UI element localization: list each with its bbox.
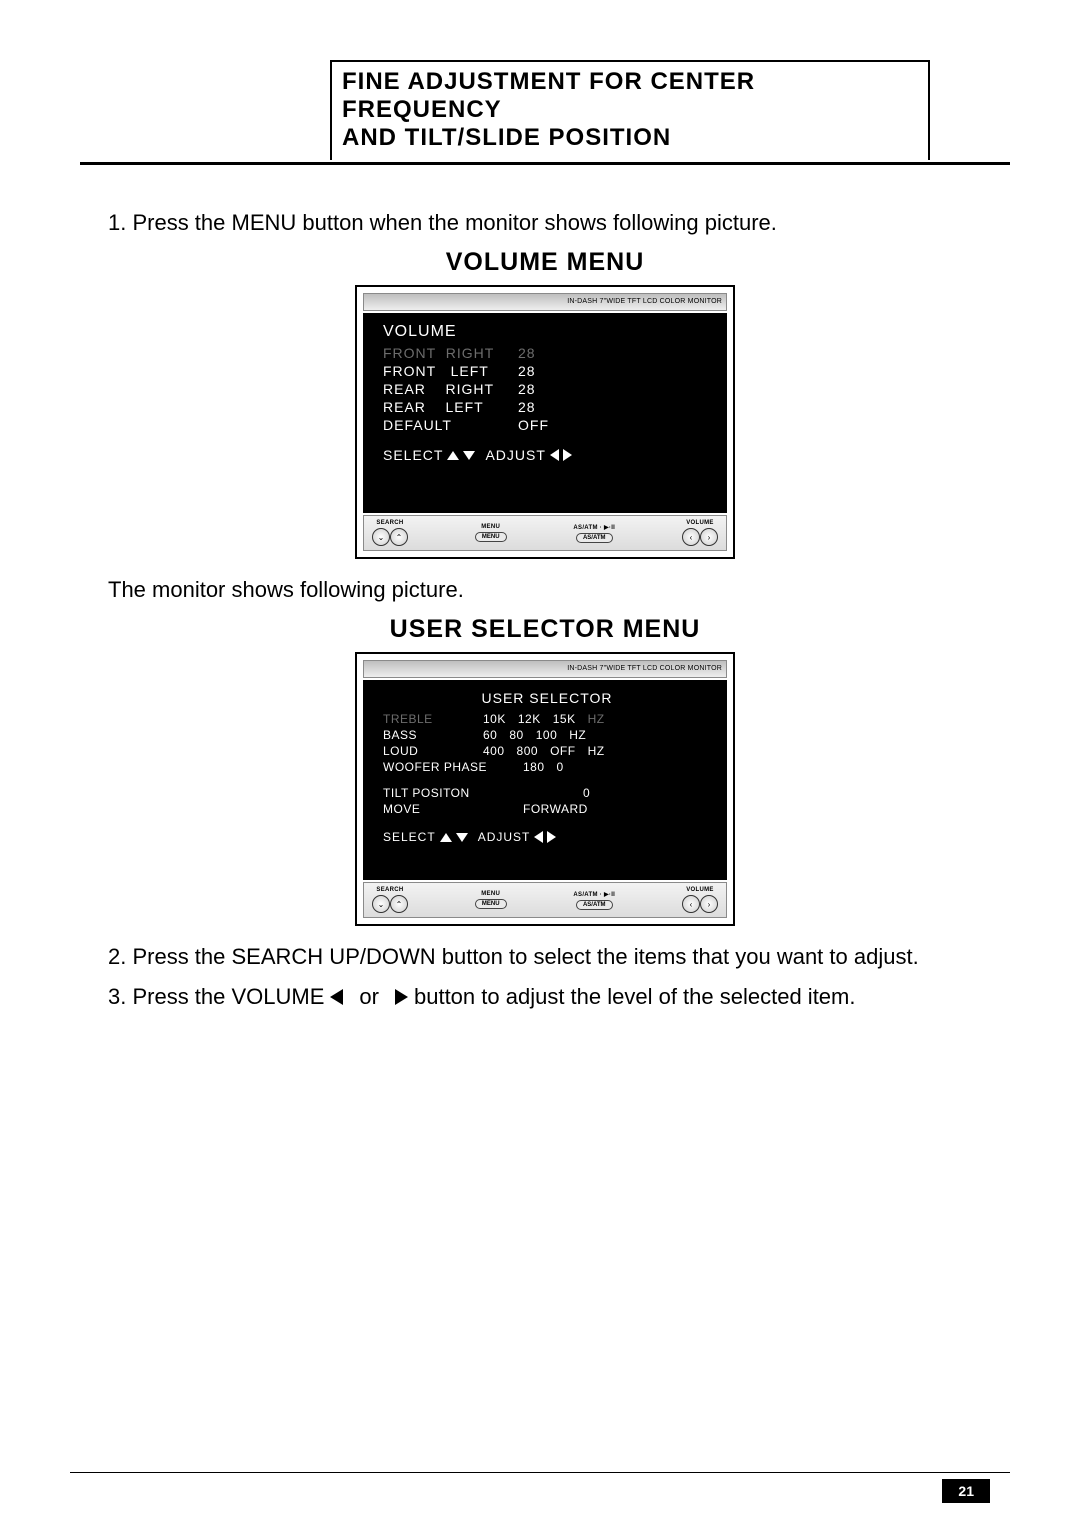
step-3: 3. Press the VOLUME or button to adjust …	[108, 984, 1010, 1010]
volume-row: FRONT RIGHT28	[383, 345, 711, 361]
screen-footer: SELECT ADJUST	[383, 447, 711, 463]
control-search: SEARCH ⌄⌃	[372, 887, 408, 913]
step-2: 2. Press the SEARCH UP/DOWN button to se…	[108, 944, 1010, 970]
control-menu: MENU MENU	[475, 524, 507, 542]
control-volume: VOLUME ‹›	[682, 520, 718, 546]
user-header: USER SELECTOR	[383, 690, 711, 706]
triangle-left-icon	[550, 449, 559, 461]
triangle-right-icon	[563, 449, 572, 461]
triangle-down-icon	[463, 451, 475, 460]
monitor-label: IN-DASH 7"WIDE TFT LCD COLOR MONITOR	[567, 665, 722, 672]
user-row: WOOFER PHASE 180 0	[383, 760, 711, 774]
volume-row: REAR LEFT28	[383, 399, 711, 415]
volume-menu-title: VOLUME MENU	[80, 248, 1010, 277]
triangle-left-icon	[330, 989, 343, 1005]
knob-icon: ⌄	[372, 528, 390, 546]
control-strip: SEARCH ⌄⌃ MENU MENU AS/ATM · ▶·II AS/ATM…	[363, 882, 727, 918]
user-monitor: IN-DASH 7"WIDE TFT LCD COLOR MONITOR USE…	[355, 652, 735, 926]
user-row2: TILT POSITON 0	[383, 786, 711, 800]
title-section: FINE ADJUSTMENT FOR CENTER FREQUENCY AND…	[80, 60, 1010, 165]
knob-icon: ⌄	[372, 895, 390, 913]
volume-header: VOLUME	[383, 323, 711, 341]
knob-icon: ‹	[682, 528, 700, 546]
user-row2: MOVE FORWARD	[383, 802, 711, 816]
page-number: 21	[942, 1479, 990, 1503]
title-line-2: AND TILT/SLIDE POSITION	[342, 124, 918, 152]
knob-icon: ›	[700, 528, 718, 546]
user-menu-title: USER SELECTOR MENU	[80, 615, 1010, 644]
volume-monitor: IN-DASH 7"WIDE TFT LCD COLOR MONITOR VOL…	[355, 285, 735, 559]
monitor-label: IN-DASH 7"WIDE TFT LCD COLOR MONITOR	[567, 298, 722, 305]
control-asatm: AS/ATM · ▶·II AS/ATM	[573, 524, 615, 543]
control-strip: SEARCH ⌄⌃ MENU MENU AS/ATM · ▶·II AS/ATM…	[363, 515, 727, 551]
volume-screen: VOLUME FRONT RIGHT28 FRONT LEFT28 REAR R…	[363, 313, 727, 513]
control-volume: VOLUME ‹›	[682, 887, 718, 913]
control-menu: MENU MENU	[475, 891, 507, 909]
triangle-left-icon	[534, 831, 543, 843]
volume-row: REAR RIGHT28	[383, 381, 711, 397]
screen-footer: SELECT ADJUST	[383, 830, 711, 844]
volume-row: DEFAULTOFF	[383, 417, 711, 433]
title-box: FINE ADJUSTMENT FOR CENTER FREQUENCY AND…	[330, 60, 930, 160]
footer-rule	[70, 1472, 1010, 1473]
knob-icon: ⌃	[390, 895, 408, 913]
user-row: BASS 60 80 100 HZ	[383, 728, 711, 742]
knob-icon: ‹	[682, 895, 700, 913]
triangle-up-icon	[447, 451, 459, 460]
triangle-right-icon	[547, 831, 556, 843]
user-row: TREBLE 10K 12K 15K HZ	[383, 712, 711, 726]
step-1: 1. Press the MENU button when the monito…	[108, 210, 1010, 236]
triangle-down-icon	[456, 833, 468, 842]
monitor-topbar: IN-DASH 7"WIDE TFT LCD COLOR MONITOR	[363, 293, 727, 311]
title-line-1: FINE ADJUSTMENT FOR CENTER FREQUENCY	[342, 68, 918, 124]
caption-2: The monitor shows following picture.	[108, 577, 1010, 603]
user-row: LOUD 400 800 OFF HZ	[383, 744, 711, 758]
triangle-right-icon	[395, 989, 408, 1005]
control-search: SEARCH ⌄⌃	[372, 520, 408, 546]
user-screen: USER SELECTOR TREBLE 10K 12K 15K HZ BASS…	[363, 680, 727, 880]
knob-icon: ⌃	[390, 528, 408, 546]
knob-icon: ›	[700, 895, 718, 913]
triangle-up-icon	[440, 833, 452, 842]
volume-row: FRONT LEFT28	[383, 363, 711, 379]
control-asatm: AS/ATM · ▶·II AS/ATM	[573, 891, 615, 910]
monitor-topbar: IN-DASH 7"WIDE TFT LCD COLOR MONITOR	[363, 660, 727, 678]
